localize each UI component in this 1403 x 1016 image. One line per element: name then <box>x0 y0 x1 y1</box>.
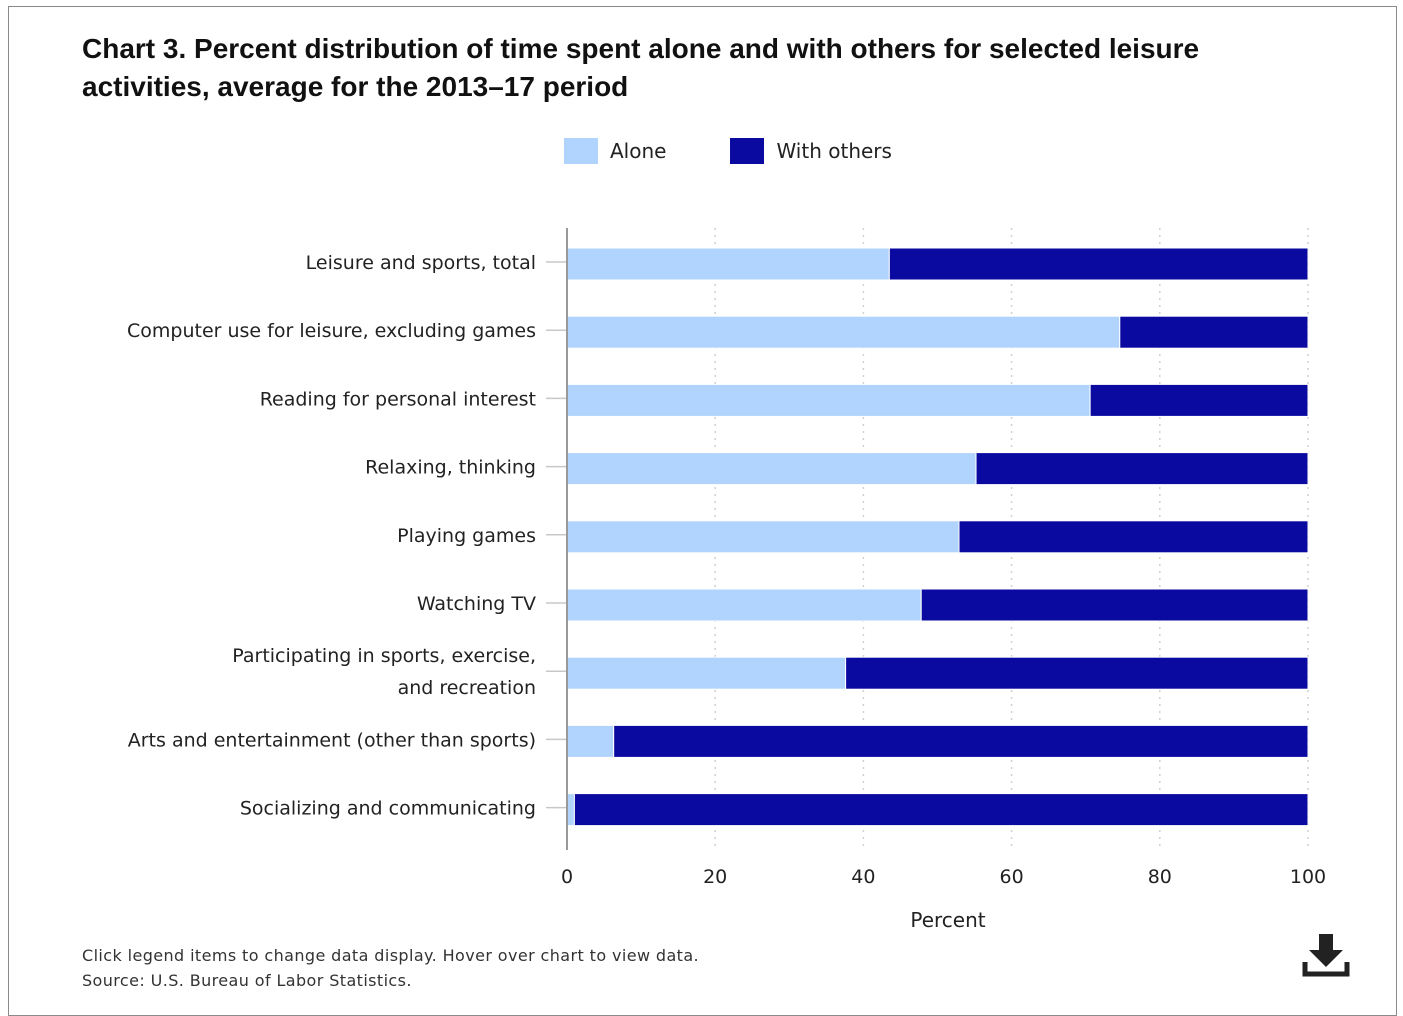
bar-alone[interactable] <box>566 793 575 827</box>
x-tick-label: 40 <box>851 866 875 888</box>
download-button[interactable] <box>1302 932 1350 978</box>
bar-with-others[interactable] <box>1119 315 1309 349</box>
chart-frame <box>8 6 1397 1016</box>
legend-item-with-others[interactable]: With others <box>730 138 892 164</box>
bar-alone[interactable] <box>566 383 1091 417</box>
x-tick-label: 100 <box>1290 866 1326 888</box>
bar-with-others[interactable] <box>958 520 1309 554</box>
bar-with-others[interactable] <box>845 656 1309 690</box>
x-tick-label: 80 <box>1148 866 1172 888</box>
download-icon <box>1302 934 1350 977</box>
category-label: Leisure and sports, total <box>306 252 536 274</box>
bar-with-others[interactable] <box>888 247 1309 281</box>
legend-label-alone: Alone <box>610 139 667 163</box>
x-tick-label: 20 <box>703 866 727 888</box>
x-tick-label: 60 <box>1000 866 1024 888</box>
legend-item-alone[interactable]: Alone <box>564 138 666 164</box>
bar-alone[interactable] <box>566 452 977 486</box>
legend-swatch-with-others <box>730 138 765 164</box>
footnote-instructions: Click legend items to change data displa… <box>82 946 700 965</box>
category-label: Playing games <box>397 525 536 547</box>
bar-alone[interactable] <box>566 247 890 281</box>
bar-with-others[interactable] <box>975 452 1309 486</box>
legend: Alone With others <box>564 136 892 166</box>
x-axis-title: Percent <box>910 908 985 932</box>
bar-alone[interactable] <box>566 520 960 554</box>
bar-with-others[interactable] <box>920 588 1309 622</box>
bar-alone[interactable] <box>566 724 615 758</box>
category-label: Relaxing, thinking <box>365 457 536 479</box>
footnote-source: Source: U.S. Bureau of Labor Statistics. <box>82 971 412 990</box>
bar-alone[interactable] <box>566 315 1121 349</box>
legend-label-with-others: With others <box>776 139 892 163</box>
category-label: Participating in sports, exercise, and re… <box>232 645 536 699</box>
category-label: Socializing and communicating <box>240 798 536 820</box>
bar-alone[interactable] <box>566 588 922 622</box>
chart-title: Chart 3. Percent distribution of time sp… <box>82 33 1200 102</box>
category-label: Reading for personal interest <box>260 388 536 410</box>
bar-alone[interactable] <box>566 656 847 690</box>
x-tick-label: 0 <box>561 866 573 888</box>
bar-with-others[interactable] <box>1089 383 1309 417</box>
legend-swatch-alone <box>564 138 598 164</box>
category-label: Arts and entertainment (other than sport… <box>128 729 536 751</box>
category-label: Computer use for leisure, excluding game… <box>127 320 536 342</box>
bar-with-others[interactable] <box>573 793 1309 827</box>
bar-with-others[interactable] <box>613 724 1309 758</box>
category-label: Watching TV <box>417 593 536 615</box>
